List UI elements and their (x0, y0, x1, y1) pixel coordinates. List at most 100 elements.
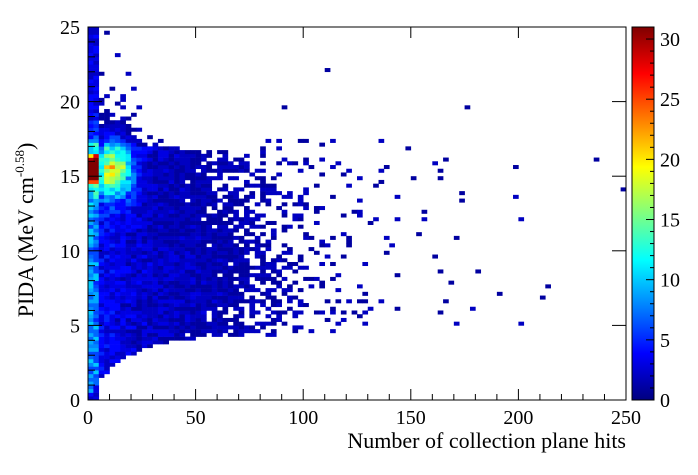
histogram-bin (93, 150, 100, 155)
histogram-bin (114, 142, 121, 147)
histogram-bin (195, 280, 202, 285)
histogram-bin (227, 198, 234, 203)
histogram-bin (200, 269, 207, 274)
histogram-bin (163, 243, 169, 248)
histogram-bin (168, 213, 175, 218)
histogram-bin (179, 243, 186, 248)
histogram-bin (88, 321, 94, 326)
histogram-bin (227, 176, 234, 181)
histogram-bin (120, 344, 126, 349)
histogram-bin (249, 172, 256, 177)
histogram-bin (104, 138, 110, 143)
histogram-bin (195, 269, 202, 274)
histogram-bin (109, 202, 116, 207)
histogram-bin (98, 213, 105, 218)
histogram-bin (200, 329, 207, 334)
histogram-bin (147, 288, 153, 293)
histogram-bin (88, 127, 94, 132)
histogram-bin (141, 261, 148, 267)
histogram-bin (211, 191, 218, 196)
histogram-bin (88, 250, 94, 255)
x-axis-label: Number of collection plane hits (347, 428, 626, 453)
histogram-bin (114, 314, 121, 319)
histogram-bin (114, 261, 121, 267)
histogram-bin (260, 161, 266, 166)
histogram-bin (88, 385, 94, 390)
histogram-bin (244, 273, 250, 278)
histogram-bin (163, 332, 169, 337)
histogram-bin (222, 317, 229, 322)
histogram-bin (227, 280, 234, 285)
histogram-bin (227, 332, 234, 337)
histogram-bin (190, 235, 196, 240)
histogram-bin (260, 303, 266, 308)
histogram-bin (233, 213, 239, 218)
histogram-bin (147, 179, 153, 184)
histogram-bin (190, 276, 196, 281)
histogram-bin (104, 131, 110, 136)
histogram-bin (93, 68, 100, 73)
histogram-bin (287, 261, 293, 267)
histogram-bin (217, 239, 223, 244)
histogram-bin (93, 27, 100, 32)
histogram-bin (217, 295, 223, 300)
histogram-bin (104, 258, 110, 263)
y-tick-label: 0 (70, 390, 80, 412)
histogram-bin (281, 209, 288, 214)
histogram-bin (114, 239, 121, 244)
histogram-bin (464, 105, 471, 110)
histogram-bin (157, 157, 164, 162)
histogram-bin (98, 362, 105, 367)
histogram-bin (373, 217, 379, 222)
histogram-bin (114, 135, 121, 140)
histogram-bin (152, 310, 159, 315)
histogram-bin (206, 202, 213, 207)
histogram-bin (195, 325, 202, 330)
histogram-bin (174, 273, 180, 278)
histogram-bin (104, 123, 110, 129)
histogram-bin (340, 310, 347, 315)
histogram-bin (114, 183, 121, 188)
histogram-bin (238, 269, 245, 274)
histogram-bin (405, 146, 412, 151)
histogram-bin (109, 362, 116, 367)
histogram-bin (147, 165, 153, 170)
histogram-bin (163, 239, 169, 244)
histogram-bin (93, 377, 100, 382)
histogram-bin (244, 280, 250, 285)
histogram-bin (131, 183, 137, 188)
histogram-bin (152, 213, 159, 218)
histogram-bin (174, 325, 180, 330)
histogram-bin (303, 303, 309, 308)
histogram-bin (265, 306, 272, 311)
histogram-bin (98, 224, 105, 229)
histogram-bin (114, 329, 121, 334)
histogram-bin (265, 276, 272, 281)
histogram-bin (211, 198, 218, 203)
histogram-bin (93, 172, 100, 177)
histogram-bin (147, 224, 153, 229)
histogram-bin (93, 79, 100, 84)
histogram-bin (88, 71, 94, 76)
histogram-bin (217, 317, 223, 322)
histogram-bin (200, 265, 207, 270)
colorbar-tick-label: 25 (660, 89, 680, 111)
histogram-bin (233, 165, 239, 170)
histogram-bin (217, 157, 223, 162)
histogram-bin (114, 172, 121, 177)
histogram-bin (120, 105, 126, 110)
histogram-bin (174, 303, 180, 308)
histogram-bin (168, 280, 175, 285)
histogram-bin (168, 273, 175, 278)
histogram-bin (93, 131, 100, 136)
histogram-bin (190, 209, 196, 214)
histogram-bin (206, 176, 213, 181)
histogram-bin (93, 123, 100, 129)
histogram-bin (98, 261, 105, 267)
histogram-bin (136, 329, 143, 334)
histogram-bin (190, 172, 196, 177)
histogram-bin (287, 295, 293, 300)
histogram-bin (141, 142, 148, 147)
histogram-bin (136, 202, 143, 207)
histogram-bin (93, 101, 100, 106)
